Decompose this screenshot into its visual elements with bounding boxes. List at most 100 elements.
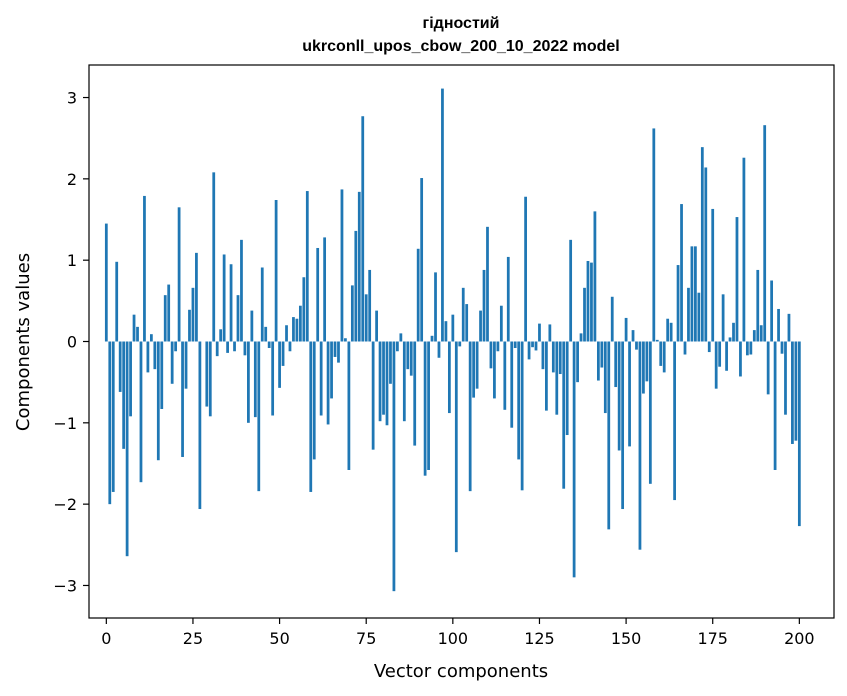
bar-77	[371, 341, 375, 450]
bar-177	[718, 341, 722, 367]
bar-10	[139, 341, 143, 483]
bar-101	[454, 341, 458, 553]
bar-118	[513, 341, 517, 349]
bar-196	[784, 341, 787, 415]
bar-1	[108, 341, 112, 505]
bar-44	[257, 341, 261, 492]
bar-7	[129, 341, 132, 417]
x-tick-label: 75	[356, 629, 376, 648]
bar-148	[617, 341, 621, 451]
bar-93	[427, 341, 430, 470]
bar-129	[551, 341, 555, 373]
bar-16	[160, 341, 164, 409]
bar-61	[316, 247, 320, 342]
bar-39	[240, 239, 243, 342]
bar-195	[780, 341, 784, 354]
x-tick-label: 50	[269, 629, 289, 648]
bar-91	[420, 178, 424, 342]
bar-85	[399, 333, 403, 342]
bar-134	[569, 239, 573, 342]
y-tick-label: −2	[53, 495, 77, 514]
bar-122	[527, 341, 531, 360]
bar-23	[184, 341, 188, 389]
bar-164	[673, 341, 676, 501]
bar-92	[423, 341, 427, 476]
bar-69	[344, 338, 347, 342]
bar-55	[295, 318, 299, 342]
bar-38	[236, 295, 240, 342]
bar-83	[392, 341, 396, 592]
bar-124	[534, 341, 538, 351]
bar-22	[181, 341, 184, 457]
bar-137	[579, 333, 583, 342]
bar-200	[797, 341, 801, 527]
bar-97	[441, 88, 444, 342]
bar-56	[298, 305, 302, 342]
x-tick-label: 175	[697, 629, 728, 648]
bars-group	[104, 88, 801, 592]
bar-173	[704, 167, 708, 342]
bar-186	[749, 341, 753, 355]
bar-14	[153, 341, 157, 370]
bar-113	[496, 341, 500, 352]
bar-167	[683, 341, 687, 355]
bar-105	[468, 341, 472, 492]
bar-140	[590, 262, 593, 342]
bar-197	[787, 313, 791, 342]
bar-15	[156, 341, 160, 461]
bar-132	[562, 341, 566, 489]
bar-71	[350, 285, 354, 342]
bar-12	[146, 341, 150, 373]
bar-171	[697, 292, 701, 342]
bar-181	[732, 322, 735, 342]
bar-143	[600, 341, 604, 368]
bar-172	[700, 147, 704, 342]
bar-32	[215, 341, 219, 357]
bar-153	[635, 341, 638, 350]
bar-5	[122, 341, 126, 449]
bar-26	[195, 252, 198, 342]
bar-64	[326, 341, 330, 425]
bar-50	[278, 341, 281, 388]
bar-108	[479, 310, 482, 342]
y-axis-label: Components values	[13, 253, 34, 431]
bar-159	[655, 339, 659, 342]
bar-162	[666, 318, 670, 342]
bar-161	[662, 341, 666, 373]
bar-100	[451, 314, 455, 342]
bar-54	[292, 317, 295, 342]
bar-174	[707, 341, 711, 353]
bar-87	[406, 341, 410, 370]
bar-68	[340, 189, 344, 342]
bar-60	[312, 341, 316, 460]
bar-170	[694, 246, 697, 342]
bar-37	[233, 341, 236, 352]
bar-109	[482, 269, 486, 342]
x-axis-label: Vector components	[374, 661, 548, 682]
bar-198	[791, 341, 794, 444]
bar-139	[586, 260, 590, 342]
bar-136	[576, 341, 579, 383]
bar-149	[621, 341, 625, 510]
bar-67	[337, 341, 340, 363]
bar-17	[163, 295, 167, 342]
bar-63	[323, 237, 327, 342]
y-tick-label: 3	[67, 89, 77, 108]
bar-33	[219, 329, 223, 342]
bar-99	[447, 341, 451, 414]
bar-102	[458, 341, 462, 347]
bar-110	[486, 226, 489, 342]
bar-21	[177, 207, 181, 342]
bar-155	[642, 341, 645, 394]
bar-41	[247, 341, 250, 423]
bar-163	[669, 322, 673, 342]
bar-178	[721, 294, 725, 342]
bar-8	[132, 314, 136, 342]
bar-128	[548, 324, 552, 342]
bar-104	[465, 304, 469, 342]
bar-107	[475, 341, 479, 389]
bar-184	[742, 157, 746, 342]
x-tick-label: 200	[784, 629, 815, 648]
bar-151	[628, 341, 631, 447]
